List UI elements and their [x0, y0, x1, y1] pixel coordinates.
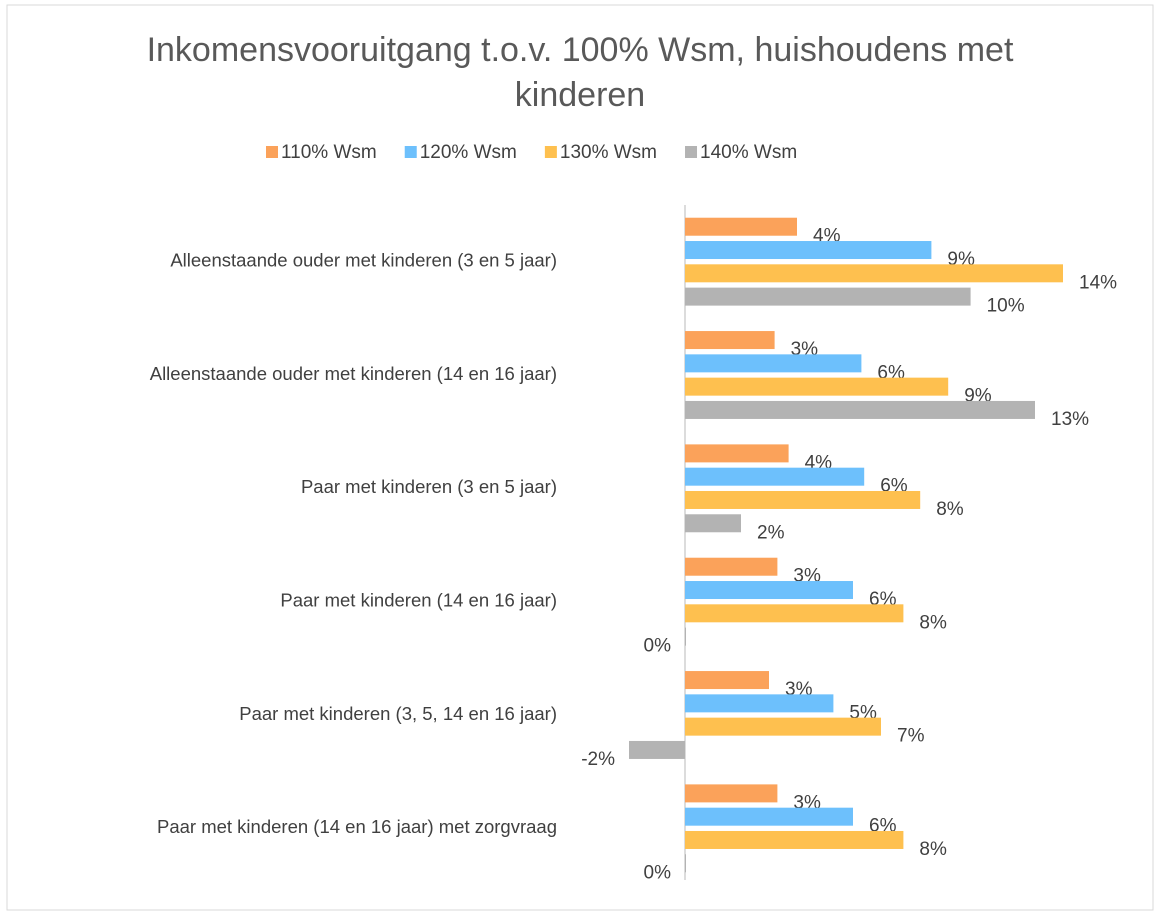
value-label: 8% [919, 839, 947, 860]
value-label: 8% [936, 499, 964, 520]
bar [685, 557, 778, 576]
category-label: Paar met kinderen (3 en 5 jaar) [301, 476, 557, 497]
bar [685, 377, 949, 396]
category-label: Paar met kinderen (14 en 16 jaar) [280, 590, 557, 611]
bar [685, 604, 904, 623]
bar [685, 354, 862, 373]
bar [685, 784, 778, 803]
value-label: 13% [1051, 409, 1089, 430]
bar [685, 830, 904, 849]
legend-label: 110% Wsm [281, 142, 377, 163]
bar [685, 444, 789, 463]
bar [685, 717, 881, 736]
bar [685, 287, 971, 306]
chart-title: Inkomensvooruitgang t.o.v. 100% Wsm, hui… [146, 31, 1014, 114]
legend-swatch [404, 146, 417, 158]
bar [685, 627, 686, 646]
bar [685, 514, 741, 533]
category-label: Alleenstaande ouder met kinderen (14 en … [150, 363, 557, 384]
bar [685, 217, 797, 236]
value-label: 2% [757, 522, 785, 543]
category-label: Alleenstaande ouder met kinderen (3 en 5… [170, 250, 557, 271]
bar [685, 264, 1063, 283]
value-label: -2% [581, 749, 615, 770]
bar [685, 671, 769, 690]
value-label: 8% [919, 612, 947, 633]
legend-swatch [544, 146, 557, 158]
value-label: 10% [987, 296, 1025, 317]
legend-label: 130% Wsm [560, 142, 657, 163]
chart-border [6, 4, 1154, 911]
category-label: Paar met kinderen (14 en 16 jaar) met zo… [157, 816, 557, 837]
bar [685, 400, 1035, 419]
bar [685, 854, 686, 873]
legend-label: 120% Wsm [420, 142, 517, 163]
bar [629, 740, 685, 759]
bar [685, 807, 853, 826]
bar [685, 331, 775, 350]
legend-swatch [266, 146, 278, 158]
legend-swatch [685, 146, 698, 158]
bar [685, 694, 834, 713]
value-label: 14% [1079, 272, 1117, 293]
legend-label: 140% Wsm [700, 142, 797, 163]
value-label: 0% [644, 636, 672, 657]
value-label: 7% [897, 726, 925, 747]
bar [685, 467, 865, 486]
bar [685, 241, 932, 260]
bar [685, 581, 853, 600]
category-label: Paar met kinderen (3, 5, 14 en 16 jaar) [239, 703, 557, 724]
bar [685, 490, 921, 509]
value-label: 0% [644, 862, 672, 883]
